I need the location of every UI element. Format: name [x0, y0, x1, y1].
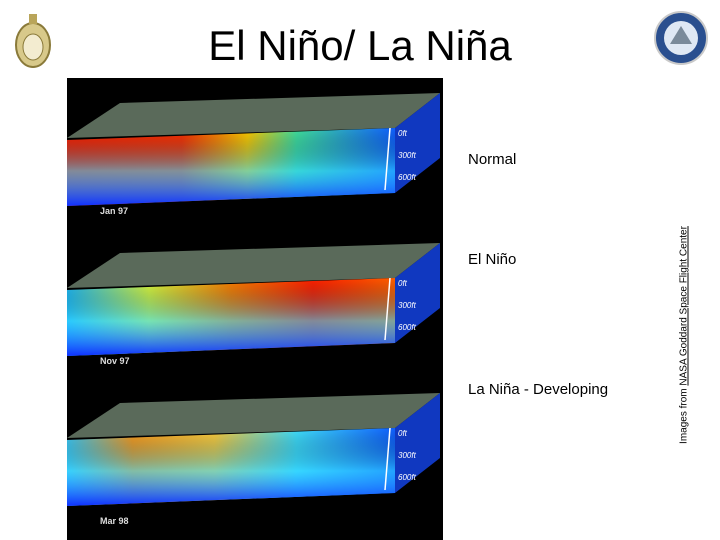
depth-axis [384, 277, 391, 341]
section-depth [67, 428, 395, 506]
depth-label: 300ft [398, 151, 417, 160]
panel-image: 0ft 300ft 600ft Jan 97 [67, 78, 443, 228]
depth-label: 300ft [398, 451, 417, 460]
right-logo [654, 11, 708, 65]
panel-label: El Niño [468, 251, 517, 268]
panel-image: 0ft 300ft 600ft Nov 97 [67, 228, 443, 378]
depth-label: 0ft [398, 429, 408, 438]
title: El Niño/ La Niña [208, 22, 512, 69]
depth-axis [384, 427, 391, 491]
panel-label: La Niña - Developing [468, 381, 609, 398]
depth-label: 600ft [398, 323, 417, 332]
depth-label: 300ft [398, 301, 417, 310]
sea-surface [67, 243, 440, 288]
sea-surface [67, 93, 440, 138]
depth-label: 0ft [398, 129, 408, 138]
depth-label: 600ft [398, 173, 417, 182]
section-side [395, 243, 440, 343]
section-side [395, 393, 440, 493]
section-depth [67, 128, 395, 206]
credit-prefix: Images from [678, 388, 690, 444]
credit: Images from NASA Goddard Space Flight Ce… [679, 185, 690, 485]
section-depth [67, 278, 395, 356]
depth-label: 600ft [398, 473, 417, 482]
panel-date: Jan 97 [100, 206, 128, 216]
panel-image: 0ft 300ft 600ft Mar 98 [67, 378, 443, 540]
panel-date: Nov 97 [100, 356, 130, 366]
panel-date: Mar 98 [100, 516, 129, 526]
left-logo [15, 14, 51, 68]
depth-label: 0ft [398, 279, 408, 288]
depth-axis [384, 127, 391, 191]
section-side [395, 93, 440, 193]
panel-label: Normal [468, 151, 517, 168]
sea-surface [67, 393, 440, 438]
credit-link[interactable]: NASA Goddard Space Flight Center [678, 226, 690, 386]
